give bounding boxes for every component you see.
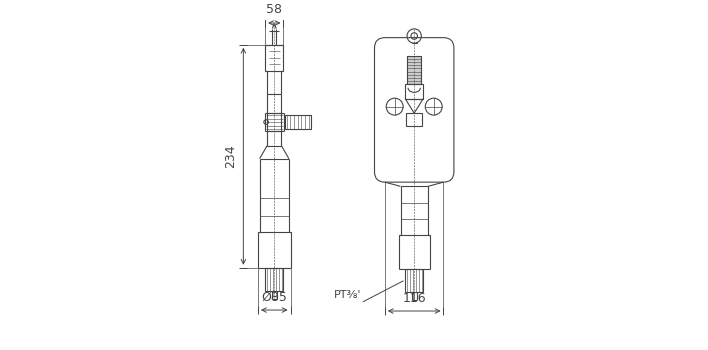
Text: 58: 58 [266,4,282,16]
Bar [285,115,311,129]
Bar [266,268,283,290]
Text: 116: 116 [402,292,426,304]
Text: 234: 234 [224,145,237,168]
Bar [407,56,421,84]
Text: PT⅜': PT⅜' [334,290,362,300]
Bar [405,270,423,292]
Bar [406,113,422,126]
Bar [405,84,423,98]
Text: Ø85: Ø85 [261,290,287,303]
